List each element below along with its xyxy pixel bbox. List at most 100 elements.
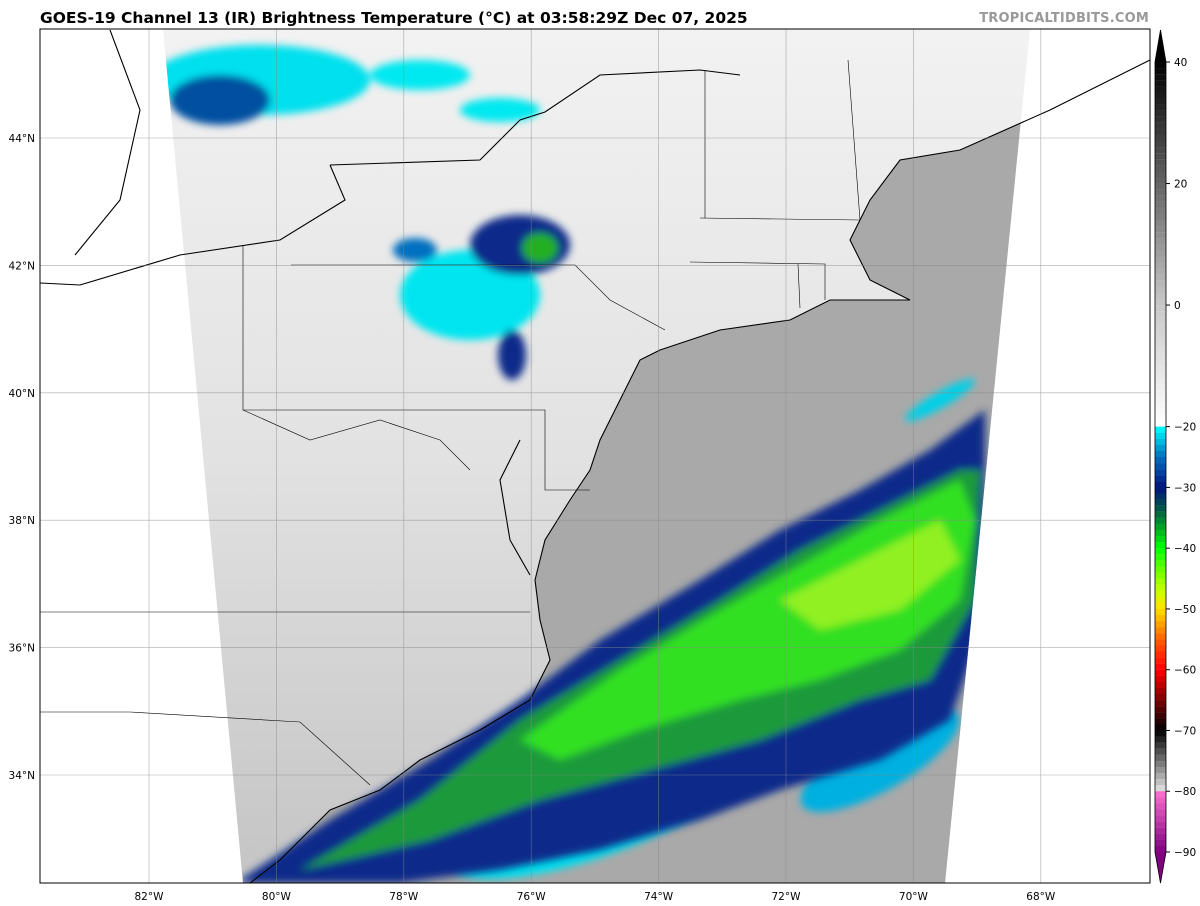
colorbar-segment <box>1155 578 1166 585</box>
colorbar-segment <box>1155 821 1166 828</box>
colorbar-segment <box>1155 286 1166 294</box>
colorbar-segment <box>1155 153 1166 160</box>
lon-label: 82°W <box>135 891 165 903</box>
colorbar-segment <box>1155 584 1166 591</box>
colorbar-segment <box>1155 378 1166 385</box>
lon-label: 72°W <box>772 891 802 903</box>
colorbar-segment <box>1155 420 1166 427</box>
colorbar-segment <box>1155 645 1166 652</box>
colorbar-tick-label: −50 <box>1174 604 1196 616</box>
colorbar-tick-label: −20 <box>1174 422 1196 434</box>
colorbar-tick-label: −40 <box>1174 543 1196 555</box>
colorbar-tick-label: 0 <box>1174 300 1181 312</box>
colorbar-segment <box>1155 438 1166 445</box>
colorbar-segment <box>1155 183 1166 190</box>
colorbar-segment <box>1155 207 1166 215</box>
colorbar-segment <box>1155 128 1166 136</box>
colorbar-segment <box>1155 481 1166 488</box>
colorbar-tick-label: −60 <box>1174 665 1196 677</box>
colorbar-segment <box>1155 785 1166 792</box>
colorbar-segment <box>1155 104 1166 111</box>
colorbar-segment <box>1155 299 1166 306</box>
colorbar-segment <box>1155 760 1166 768</box>
colorbar-segment <box>1155 815 1166 822</box>
colorbar-segment <box>1155 608 1166 616</box>
lat-label: 40°N <box>9 388 35 400</box>
colorbar-segment <box>1155 353 1166 360</box>
colorbar-segment <box>1155 493 1166 500</box>
colorbar-segment <box>1155 68 1166 75</box>
colorbar-segment <box>1155 244 1166 251</box>
colorbar-segment <box>1155 487 1166 494</box>
colorbar-segment <box>1155 141 1166 148</box>
colorbar-segment <box>1155 232 1166 239</box>
colorbar-segment <box>1155 566 1166 573</box>
map-frame <box>39 28 1151 884</box>
lat-label: 44°N <box>9 133 35 145</box>
colorbar-segment <box>1155 177 1166 184</box>
satellite-swath <box>163 29 1030 883</box>
colorbar-segment <box>1155 675 1166 682</box>
colorbar-segment <box>1155 335 1166 342</box>
colorbar-segment <box>1155 305 1166 312</box>
colorbar-segment <box>1155 663 1166 670</box>
colorbar-segment <box>1155 432 1166 439</box>
lon-label: 76°W <box>517 891 547 903</box>
colorbar-segment <box>1155 62 1166 69</box>
colorbar-segment <box>1155 560 1166 567</box>
colorbar-segment <box>1155 329 1166 336</box>
colorbar-tick-label: −70 <box>1174 725 1196 737</box>
colorbar-segment <box>1155 779 1166 786</box>
colorbar-segment <box>1155 92 1166 99</box>
lon-label: 74°W <box>644 891 674 903</box>
colorbar-tick-label: −30 <box>1174 482 1196 494</box>
colorbar-segment <box>1155 517 1166 524</box>
colorbar-segment <box>1155 116 1166 123</box>
colorbar-segment <box>1155 633 1166 640</box>
colorbar-segment <box>1155 408 1166 415</box>
colorbar-segment <box>1155 359 1166 366</box>
colorbar-segment <box>1155 426 1166 433</box>
colorbar-segment <box>1155 596 1166 603</box>
colorbar-segment <box>1155 80 1166 87</box>
colorbar-segment <box>1155 706 1166 713</box>
colorbar-segment <box>1155 147 1166 154</box>
colorbar-segment <box>1155 548 1166 555</box>
colorbar-segment <box>1155 791 1166 798</box>
colorbar-segment <box>1155 238 1166 245</box>
graticule <box>40 29 1150 883</box>
colorbar-segment <box>1155 280 1166 287</box>
colorbar-segment <box>1155 165 1166 172</box>
colorbar-segment <box>1155 809 1166 816</box>
colorbar-segment <box>1155 730 1166 737</box>
colorbar-segment <box>1155 274 1166 281</box>
colorbar-segment <box>1155 845 1166 853</box>
lat-label: 34°N <box>9 770 35 782</box>
colorbar-segment <box>1155 384 1166 391</box>
colorbar-segment <box>1155 371 1166 379</box>
colorbar-segment <box>1155 213 1166 221</box>
colorbar-segment <box>1155 475 1166 482</box>
colorbar-segment <box>1155 669 1166 676</box>
colorbar-segment <box>1155 687 1166 695</box>
colorbar-segment <box>1155 712 1166 719</box>
colorbar-segment <box>1155 250 1166 257</box>
colorbar-segment <box>1155 171 1166 178</box>
colorbar-segment <box>1155 262 1166 269</box>
state-borders <box>40 59 861 786</box>
colorbar-segment <box>1155 724 1166 731</box>
colorbar-segment <box>1155 341 1166 348</box>
coastlines <box>40 29 1150 883</box>
colorbar-segment <box>1155 134 1166 142</box>
map-title: GOES-19 Channel 13 (IR) Brightness Tempe… <box>40 9 748 27</box>
colorbar-segment <box>1155 268 1166 275</box>
watermark: TROPICALTIDBITS.COM <box>979 11 1149 26</box>
colorbar-segment <box>1155 74 1166 81</box>
lon-label: 80°W <box>262 891 292 903</box>
lat-label: 42°N <box>9 260 35 272</box>
colorbar-segment <box>1155 396 1166 403</box>
colorbar-segment <box>1155 347 1166 354</box>
colorbar-segment <box>1155 536 1166 543</box>
colorbar-segment <box>1155 256 1166 263</box>
colorbar-segment <box>1155 450 1166 458</box>
